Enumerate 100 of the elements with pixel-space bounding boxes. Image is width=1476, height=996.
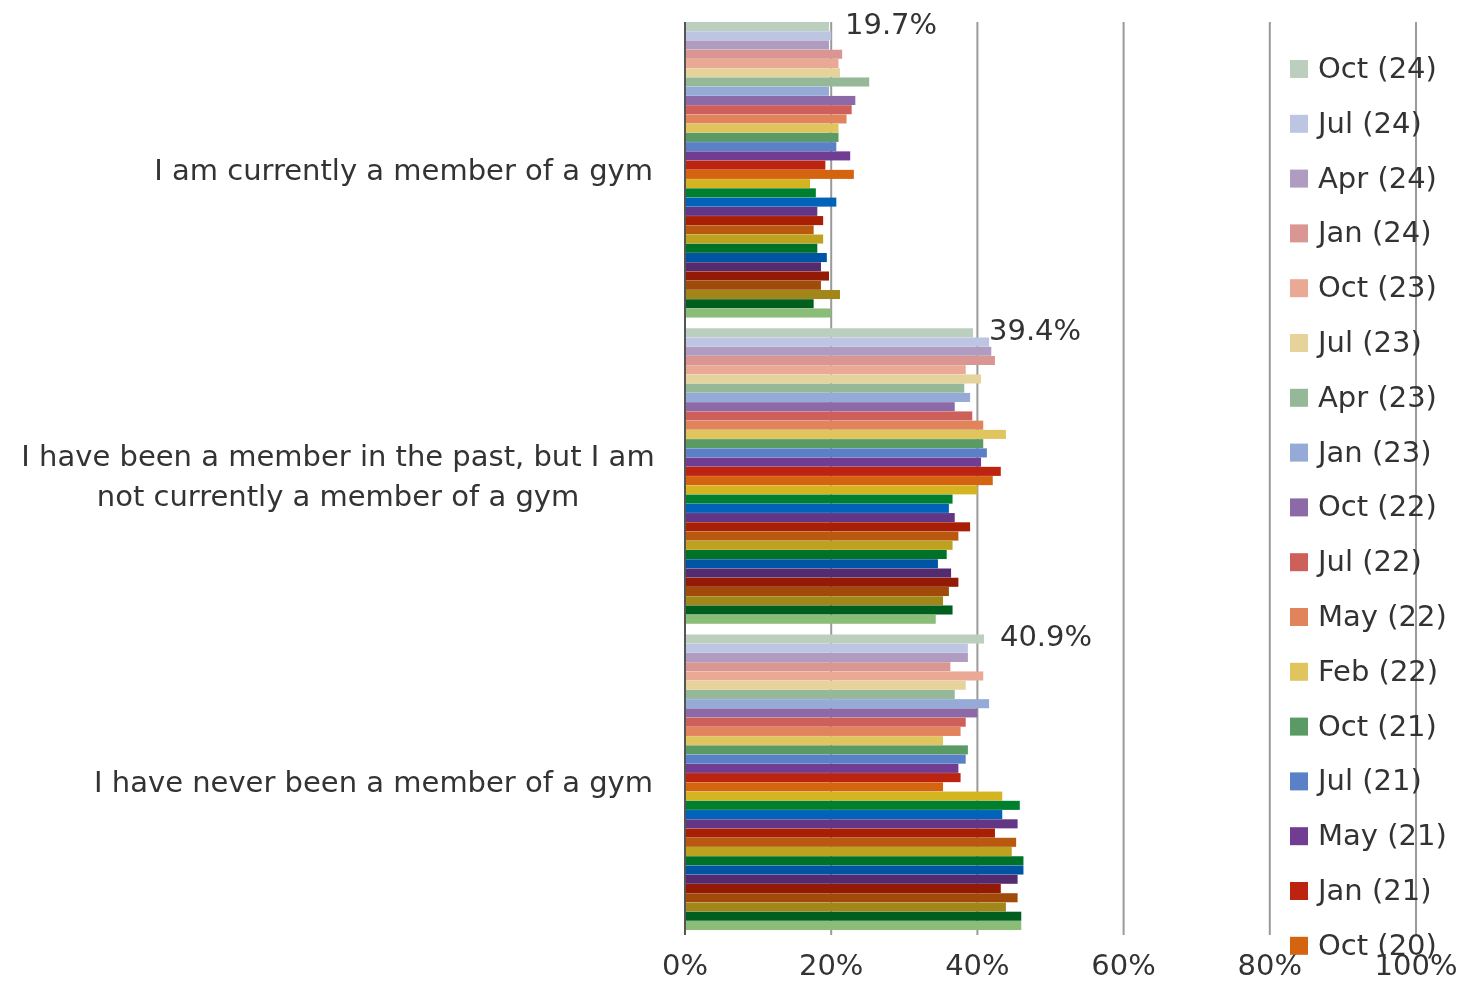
legend-label: Jul (22)	[1316, 544, 1422, 579]
bar	[685, 708, 978, 718]
bar	[685, 86, 830, 96]
bar	[685, 745, 968, 755]
bar	[685, 206, 818, 216]
bar	[685, 365, 966, 375]
bar	[685, 736, 944, 746]
bar	[685, 346, 992, 356]
bar	[685, 448, 987, 458]
bar	[685, 550, 947, 560]
bar	[685, 671, 984, 681]
bar	[685, 95, 856, 105]
bar	[685, 337, 990, 347]
bar	[685, 420, 984, 430]
bar	[685, 596, 944, 606]
bar	[685, 58, 839, 69]
bar	[685, 586, 949, 597]
bar	[685, 643, 968, 653]
bar	[685, 179, 810, 189]
bar	[685, 568, 952, 578]
bar	[685, 160, 826, 170]
bar	[685, 105, 852, 115]
bar	[685, 392, 971, 402]
bar	[685, 439, 984, 449]
bar	[685, 614, 936, 624]
bar	[685, 225, 814, 235]
bar	[685, 634, 984, 644]
bar	[685, 662, 951, 672]
bar	[685, 874, 1018, 884]
legend-label: Jan (24)	[1316, 215, 1432, 250]
bar	[685, 457, 982, 467]
bar	[685, 485, 978, 495]
bar	[685, 243, 818, 253]
bar	[685, 754, 966, 764]
bar	[685, 328, 974, 338]
bar	[685, 188, 816, 198]
y-tick-label: I have been a member in the past, but I am not currently a member of a gym	[21, 439, 655, 513]
x-tick-label: 40%	[945, 948, 1010, 982]
bar	[685, 411, 973, 421]
legend-label: Jan (23)	[1316, 434, 1432, 469]
bar	[685, 197, 837, 207]
bar	[685, 559, 938, 569]
bar	[685, 513, 955, 523]
bar	[685, 262, 821, 272]
bar	[685, 402, 955, 412]
data-label: 40.9%	[999, 619, 1093, 654]
bar	[685, 289, 840, 300]
bar	[685, 22, 830, 32]
bar	[685, 531, 959, 541]
bar	[685, 782, 944, 792]
x-tick-label: 60%	[1091, 948, 1156, 982]
legend-label: Jan (21)	[1316, 873, 1432, 907]
bar	[685, 151, 851, 161]
x-tick-label: 80%	[1237, 948, 1303, 982]
bar	[685, 308, 832, 318]
legend-label: Jul (24)	[1316, 105, 1422, 140]
bar	[685, 883, 1001, 894]
bar	[685, 717, 966, 727]
bar	[685, 911, 1022, 921]
bar	[685, 503, 949, 513]
y-tick-label: I am currently a member of a gym	[154, 152, 653, 187]
legend-label: Oct (21)	[1318, 708, 1437, 743]
bar	[685, 476, 993, 486]
bar	[685, 819, 1018, 829]
legend-label: Apr (23)	[1318, 379, 1437, 414]
bar	[685, 699, 990, 709]
bar	[685, 847, 1012, 857]
y-tick-label: I have never been a member of a gym	[94, 765, 653, 800]
bar	[685, 253, 827, 263]
bar	[685, 902, 1006, 912]
x-tick-label: 0%	[661, 948, 709, 982]
bar	[685, 652, 968, 663]
bar	[685, 383, 965, 393]
bar	[685, 49, 843, 59]
bar	[685, 216, 824, 226]
bar	[685, 132, 839, 142]
legend-label: Oct (24)	[1318, 51, 1437, 85]
data-label: 39.4%	[989, 313, 1082, 348]
bar	[685, 466, 1001, 476]
bar	[685, 374, 982, 384]
bar	[685, 299, 814, 309]
bar	[685, 123, 839, 133]
bar	[685, 680, 966, 690]
legend-label: Apr (24)	[1318, 160, 1437, 195]
bar	[685, 77, 870, 87]
data-label: 19.7%	[845, 7, 938, 41]
bar	[685, 31, 832, 41]
bar	[685, 355, 995, 366]
bar	[685, 689, 955, 699]
bar	[685, 856, 1024, 866]
bar	[685, 773, 961, 783]
bar	[685, 540, 953, 550]
bar	[685, 142, 837, 152]
bar	[685, 726, 961, 736]
legend-label: Oct (23)	[1318, 270, 1437, 305]
x-tick-label: 20%	[798, 948, 864, 982]
bar	[685, 68, 840, 78]
bar	[685, 828, 995, 838]
bar	[685, 763, 959, 773]
bar	[685, 893, 1018, 903]
